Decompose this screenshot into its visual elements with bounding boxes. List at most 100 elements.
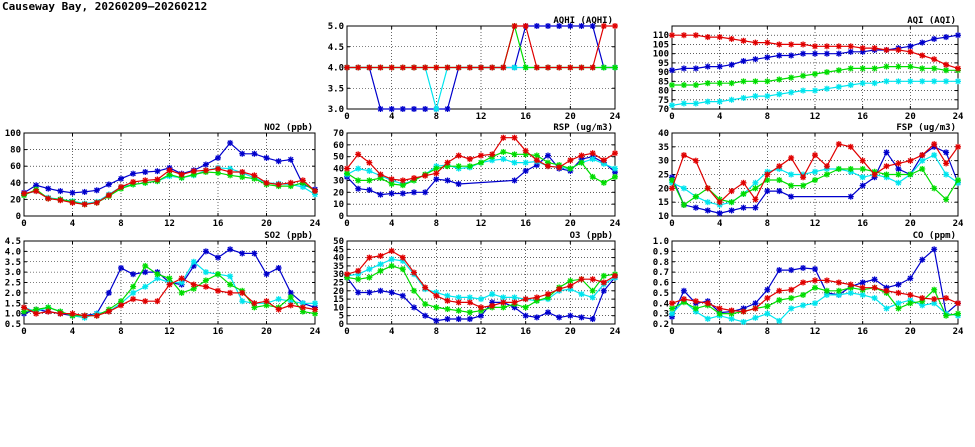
data-point: [895, 305, 902, 312]
data-point: [263, 179, 270, 186]
data-point: [728, 61, 735, 68]
data-point: [422, 312, 429, 319]
y-tick-label: 0: [16, 212, 21, 222]
data-point: [764, 295, 771, 302]
data-point: [740, 37, 747, 44]
data-point: [728, 96, 735, 103]
y-tick-label: 0.5: [5, 320, 21, 330]
x-tick-label: 8: [118, 327, 123, 337]
data-point: [835, 287, 842, 294]
data-point: [522, 167, 529, 174]
data-point: [740, 179, 747, 186]
data-point: [943, 149, 950, 156]
y-tick-label: 5.0: [328, 22, 344, 32]
data-point: [399, 292, 406, 299]
data-point: [366, 254, 373, 261]
series-aqi-cyan: [669, 78, 961, 109]
data-point: [388, 190, 395, 197]
chart-aqhi: 0 4 8 12 16 20 24 3.0 3.5 4.0 4.5 5.0 AQHI (AQHI): [328, 16, 621, 122]
data-point: [752, 39, 759, 46]
data-point: [57, 310, 64, 317]
page-title: Causeway Bay, 20260209–20260212: [2, 0, 208, 13]
data-point: [955, 65, 961, 72]
data-point: [142, 262, 149, 269]
data-point: [399, 177, 406, 184]
data-point: [500, 64, 507, 71]
data-point: [411, 269, 417, 276]
data-point: [692, 100, 699, 107]
data-point: [716, 63, 723, 70]
x-tick-label: 20: [261, 219, 272, 229]
data-point: [178, 171, 185, 178]
chart-no2: 0 4 8 12 16 20 24 0 20 40 60 80 100 NO2 (ppb): [5, 123, 321, 229]
data-point: [366, 274, 373, 281]
data-point: [752, 78, 759, 85]
y-tick-label: 75: [658, 96, 669, 106]
data-point: [752, 196, 759, 203]
data-point: [215, 165, 221, 172]
data-point: [680, 65, 687, 72]
data-point: [142, 169, 149, 176]
data-point: [388, 64, 395, 71]
x-tick-label: 8: [434, 219, 439, 229]
data-point: [45, 195, 52, 202]
data-point: [764, 39, 771, 46]
data-point: [130, 271, 137, 278]
x-tick-label: 12: [476, 327, 487, 337]
data-point: [388, 262, 395, 269]
data-point: [931, 56, 938, 63]
x-tick-label: 20: [261, 327, 272, 337]
data-point: [859, 80, 866, 87]
data-point: [776, 91, 783, 98]
data-point: [692, 82, 699, 89]
data-point: [399, 106, 406, 112]
data-point: [704, 300, 711, 307]
data-point: [355, 289, 362, 296]
data-point: [154, 176, 161, 183]
data-point: [478, 64, 484, 71]
data-point: [704, 207, 711, 214]
data-point: [931, 141, 938, 148]
data-point: [859, 45, 866, 52]
data-point: [433, 304, 440, 311]
data-point: [704, 315, 711, 322]
data-point: [728, 315, 735, 322]
data-point: [567, 165, 574, 172]
data-point: [344, 64, 350, 71]
data-point: [444, 297, 451, 304]
x-tick-label: 20: [565, 219, 576, 229]
data-point: [215, 154, 221, 161]
data-point: [21, 304, 27, 311]
data-point: [800, 87, 807, 94]
data-point: [740, 318, 747, 325]
data-point: [202, 283, 209, 290]
data-point: [388, 289, 395, 296]
data-point: [130, 289, 137, 296]
data-point: [533, 157, 540, 164]
y-tick-label: 0.4: [653, 299, 670, 309]
y-tick-label: 100: [5, 129, 21, 139]
data-point: [511, 299, 518, 306]
data-point: [895, 165, 902, 172]
data-point: [202, 269, 209, 276]
data-point: [728, 207, 735, 214]
y-tick-label: 1.0: [5, 310, 21, 320]
y-tick-label: 0.9: [653, 247, 669, 257]
data-point: [533, 152, 540, 159]
data-point: [895, 171, 902, 178]
y-tick-label: 45: [333, 245, 344, 255]
chart-title: SO2 (ppb): [264, 231, 313, 241]
data-point: [943, 196, 950, 203]
data-point: [847, 289, 854, 296]
y-tick-label: 10: [658, 212, 669, 222]
data-point: [680, 201, 687, 208]
data-point: [776, 177, 783, 184]
data-point: [81, 312, 88, 319]
data-point: [669, 82, 675, 89]
data-point: [692, 204, 699, 211]
data-point: [33, 188, 40, 195]
y-tick-label: 100: [653, 50, 669, 60]
data-point: [692, 157, 699, 164]
data-point: [764, 286, 771, 293]
data-point: [466, 64, 473, 71]
